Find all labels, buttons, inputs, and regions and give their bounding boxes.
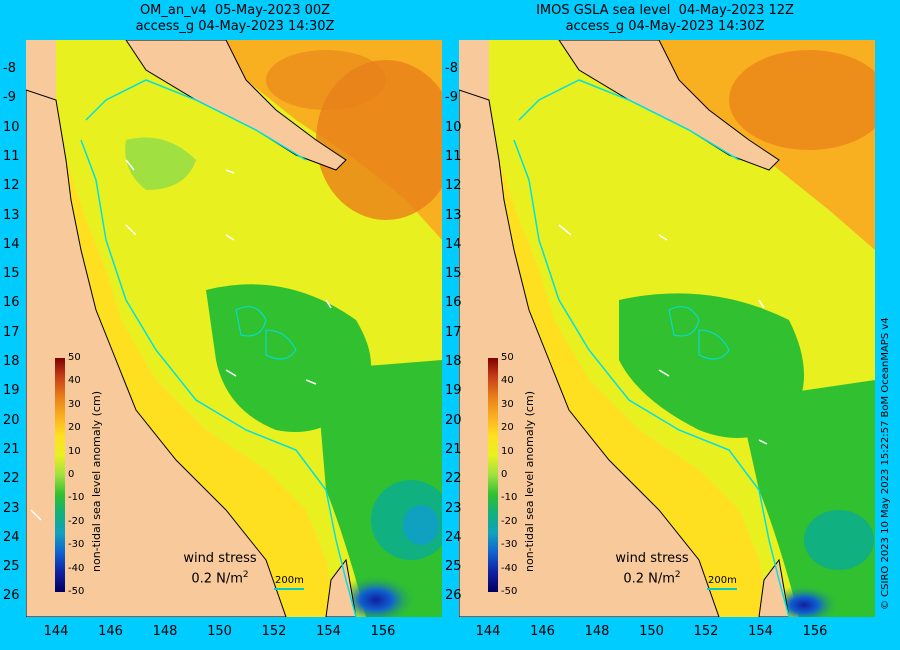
lat-tick-label: 23 [3,500,20,516]
lat-tick-label: 16 [3,295,20,311]
colorbar-tick-label: 30 [501,398,514,410]
lat-tick-label: 15 [445,266,462,282]
lat-tick-label: 12 [3,178,20,194]
colorbar-tick-label: 50 [501,352,514,363]
colorbar-tick-label: 20 [501,422,514,434]
lat-tick-label: 24 [3,529,20,545]
lat-tick-label: 20 [445,412,462,428]
colorbar-tick-label: -10 [68,492,85,504]
lat-tick-label: 15 [3,266,20,282]
contour-scale-label-left: 200m [275,575,304,586]
panel-left-title-line1: OM_an_v4 05-May-2023 00Z [139,3,331,18]
colorbar-tick-label: -20 [68,515,85,527]
panel-right-title-line2: access_g 04-May-2023 14:30Z [565,19,765,34]
lon-tick-label: 154 [316,624,341,639]
colorbar-gradient [55,358,65,592]
wind-legend-left: wind stress 0.2 N/m2 [175,551,265,587]
lat-tick-label: 23 [445,500,462,516]
lat-tick-label: 21 [3,441,20,457]
wind-legend-label: wind stress [615,551,689,566]
copyright-text: © CSIRO 2023 10 May 2023 15:22:57 BoM Oc… [880,317,891,610]
lat-tick-label: 16 [445,295,462,311]
panel-left-title-line2: access_g 04-May-2023 14:30Z [135,19,335,34]
lat-tick-label: -8 [445,61,458,76]
lat-tick-label: 22 [3,471,20,487]
colorbar-tick-label: 30 [68,398,81,410]
map-right [459,40,875,617]
lat-tick-label: 10 [445,119,462,135]
colorbar-tick-label: 0 [501,469,508,480]
colorbar-tick-label: 20 [68,422,81,434]
lat-tick-label: 12 [445,178,462,194]
lon-tick-label: 148 [152,624,178,639]
lat-tick-label: 13 [3,207,20,223]
contour-scale-line-left [274,588,304,590]
lon-tick-label: 146 [98,624,123,639]
wind-legend-right: wind stress 0.2 N/m2 [607,551,697,587]
lon-tick-label: 144 [43,624,69,639]
colorbar-tick-label: -20 [501,515,518,527]
colorbar-tick-label: -40 [501,562,518,574]
lat-tick-label: -9 [445,90,458,106]
wind-legend-value: 0.2 N/m2 [623,570,681,587]
colorbar-title: non-tidal sea level anomaly (cm) [523,391,536,572]
lat-tick-label: 10 [3,119,20,135]
lat-tick-label: 11 [445,148,462,164]
lat-tick-label: 26 [3,588,20,604]
colorbar-tick-label: -10 [501,492,518,504]
lon-tick-label: 152 [261,624,287,639]
lat-tick-label: 21 [445,441,462,457]
lat-tick-label: 22 [445,471,462,487]
colorbar-tick-label: -50 [68,586,85,597]
lon-tick-label: 150 [639,624,664,639]
lon-tick-label: 154 [748,624,773,639]
lon-tick-label: 152 [693,624,719,639]
wind-legend-label: wind stress [183,551,257,566]
lon-tick-label: 146 [530,624,555,639]
colorbar-tick-label: 10 [68,445,81,457]
lon-tick-label: 148 [584,624,610,639]
contour-scale-line-right [707,588,737,590]
colorbar-tick-label: 50 [68,352,81,363]
lat-tick-label: 13 [445,207,462,223]
colorbar-tick-label: 10 [501,445,514,457]
lat-tick-label: 14 [445,236,462,252]
lat-tick-label: 25 [3,559,20,575]
lon-tick-label: 150 [207,624,232,639]
colorbar-tick-label: -30 [68,539,85,551]
lat-tick-label: 20 [3,412,20,428]
colorbar-tick-label: -50 [501,586,518,597]
lon-tick-label: 144 [475,624,501,639]
colorbar-tick-label: -30 [501,539,518,551]
lat-tick-label: 17 [445,324,462,340]
lat-tick-label: 25 [445,559,462,575]
lat-tick-label: 18 [445,354,462,369]
panel-right-title: IMOS GSLA sea level 04-May-2023 12Z acces… [510,3,820,35]
lat-tick-label: -8 [3,61,16,76]
colorbar-title: non-tidal sea level anomaly (cm) [90,391,103,572]
colorbar-gradient [488,358,498,592]
lat-tick-label: 18 [3,354,20,369]
colorbar-tick-label: 40 [68,375,81,387]
colorbar-tick-label: 40 [501,375,514,387]
lat-tick-label: 26 [445,588,462,604]
lat-tick-label: 17 [3,324,20,340]
wind-legend-value: 0.2 N/m2 [191,570,249,587]
colorbar-tick-label: 0 [68,469,75,480]
lat-tick-label: 19 [445,383,462,399]
lon-tick-label: 156 [370,624,396,639]
lat-tick-label: 24 [445,529,462,545]
lat-tick-label: 11 [3,148,20,164]
panel-right-title-line1: IMOS GSLA sea level 04-May-2023 12Z [536,3,794,18]
map-left [26,40,442,617]
lon-tick-label: 156 [802,624,828,639]
contour-scale-label-right: 200m [708,575,737,586]
colorbar-tick-label: -40 [68,562,85,574]
panel-left-title: OM_an_v4 05-May-2023 00Z access_g 04-May-… [95,3,375,35]
lat-tick-label: 19 [3,383,20,399]
lat-tick-label: -9 [3,90,16,106]
lat-tick-label: 14 [3,236,20,252]
